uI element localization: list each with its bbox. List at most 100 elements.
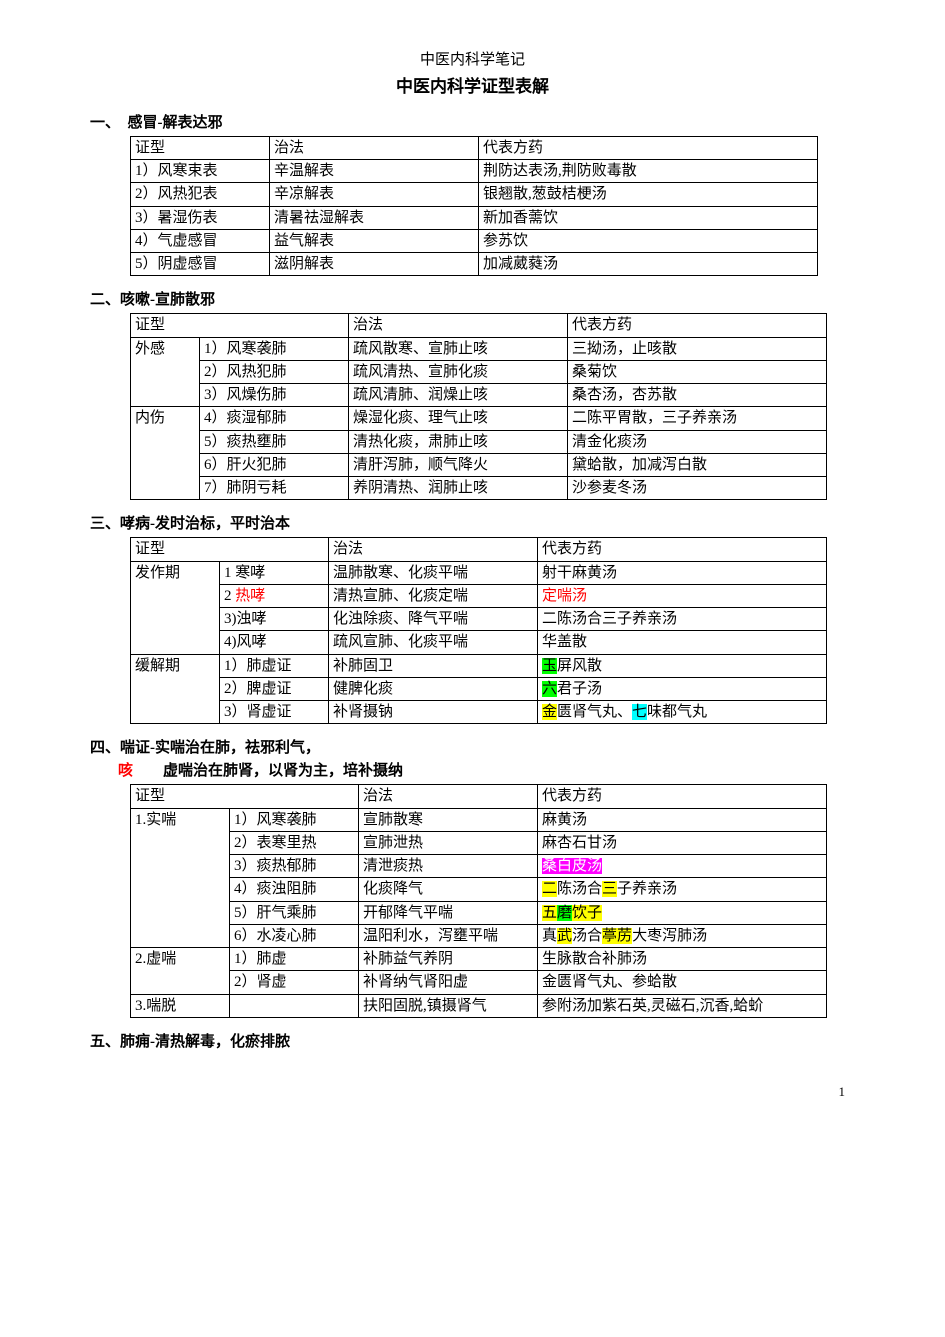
cell: 扶阳固脱,镇摄肾气 bbox=[359, 994, 538, 1017]
cell: 金匮肾气丸、七味都气丸 bbox=[538, 701, 827, 724]
cell: 补肺固卫 bbox=[329, 654, 538, 677]
cell: 补肾摄钠 bbox=[329, 701, 538, 724]
cell: 2）风热犯表 bbox=[131, 183, 270, 206]
cell: 银翘散,葱鼓桔梗汤 bbox=[479, 183, 818, 206]
cell: 生脉散合补肺汤 bbox=[538, 948, 827, 971]
cell: 新加香薷饮 bbox=[479, 206, 818, 229]
cell: 缓解期 bbox=[131, 654, 220, 724]
cell: 治法 bbox=[329, 538, 538, 561]
cell: 1）风寒袭肺 bbox=[200, 337, 349, 360]
cell: 内伤 bbox=[131, 407, 200, 500]
table-3: 证型治法代表方药发作期1 寒哮温肺散寒、化痰平喘射干麻黄汤2 热哮清热宣肺、化痰… bbox=[130, 537, 827, 724]
cell: 3)浊哮 bbox=[220, 608, 329, 631]
cell: 2）表寒里热 bbox=[230, 831, 359, 854]
cell: 4）痰浊阻肺 bbox=[230, 878, 359, 901]
sec4-rest: 虚喘治在肺肾，以肾为主，培补摄纳 bbox=[133, 763, 403, 779]
cell: 清暑祛湿解表 bbox=[270, 206, 479, 229]
cell: 疏风散寒、宣肺止咳 bbox=[349, 337, 568, 360]
cell: 代表方药 bbox=[479, 136, 818, 159]
cell: 6）肝火犯肺 bbox=[200, 453, 349, 476]
cell: 5）痰热壅肺 bbox=[200, 430, 349, 453]
cell: 清金化痰汤 bbox=[568, 430, 827, 453]
cell: 加减葳蕤汤 bbox=[479, 253, 818, 276]
cell: 3）肾虚证 bbox=[220, 701, 329, 724]
sec4-title1: 四、喘证-实喘治在肺，祛邪利气， bbox=[90, 738, 855, 759]
cell: 养阴清热、润肺止咳 bbox=[349, 477, 568, 500]
cell: 1）肺虚证 bbox=[220, 654, 329, 677]
cell: 桑杏汤，杏苏散 bbox=[568, 384, 827, 407]
cell: 定喘汤 bbox=[538, 584, 827, 607]
cell: 金匮肾气丸、参蛤散 bbox=[538, 971, 827, 994]
cell: 补肺益气养阴 bbox=[359, 948, 538, 971]
cell: 开郁降气平喘 bbox=[359, 901, 538, 924]
cell: 桑白皮汤 bbox=[538, 855, 827, 878]
cell: 清肝泻肺，顺气降火 bbox=[349, 453, 568, 476]
cell: 参附汤加紫石英,灵磁石,沉香,蛤蚧 bbox=[538, 994, 827, 1017]
cell: 7）肺阴亏耗 bbox=[200, 477, 349, 500]
cell: 燥湿化痰、理气止咳 bbox=[349, 407, 568, 430]
cell: 2）肾虚 bbox=[230, 971, 359, 994]
cell: 2.虚喘 bbox=[131, 948, 230, 995]
cell: 射干麻黄汤 bbox=[538, 561, 827, 584]
cell: 温阳利水，泻壅平喘 bbox=[359, 924, 538, 947]
cell: 麻黄汤 bbox=[538, 808, 827, 831]
cell: 宣肺泄热 bbox=[359, 831, 538, 854]
table-4: 证型治法代表方药1.实喘1）风寒袭肺宣肺散寒麻黄汤2）表寒里热宣肺泄热麻杏石甘汤… bbox=[130, 784, 827, 1018]
cell: 治法 bbox=[359, 785, 538, 808]
cell: 发作期 bbox=[131, 561, 220, 654]
cell: 1 寒哮 bbox=[220, 561, 329, 584]
cell: 3.喘脱 bbox=[131, 994, 230, 1017]
cell: 1）风寒袭肺 bbox=[230, 808, 359, 831]
cell: 华盖散 bbox=[538, 631, 827, 654]
cell: 2）风热犯肺 bbox=[200, 360, 349, 383]
cell: 六君子汤 bbox=[538, 677, 827, 700]
cell: 黛蛤散，加减泻白散 bbox=[568, 453, 827, 476]
cell: 2 热哮 bbox=[220, 584, 329, 607]
cell: 6）水凌心肺 bbox=[230, 924, 359, 947]
cell: 滋阴解表 bbox=[270, 253, 479, 276]
cell: 外感 bbox=[131, 337, 200, 407]
cell: 二陈汤合三子养亲汤 bbox=[538, 878, 827, 901]
table-2: 证型治法代表方药外感1）风寒袭肺疏风散寒、宣肺止咳三拗汤，止咳散2）风热犯肺疏风… bbox=[130, 313, 827, 500]
cell: 荆防达表汤,荆防败毒散 bbox=[479, 160, 818, 183]
cell: 宣肺散寒 bbox=[359, 808, 538, 831]
cell: 三拗汤，止咳散 bbox=[568, 337, 827, 360]
cell: 清泄痰热 bbox=[359, 855, 538, 878]
table-1: 证型治法代表方药1）风寒束表辛温解表荆防达表汤,荆防败毒散2）风热犯表辛凉解表银… bbox=[130, 136, 818, 277]
cell: 代表方药 bbox=[568, 314, 827, 337]
cell: 玉屏风散 bbox=[538, 654, 827, 677]
sec1-title: 一、 感冒-解表达邪 bbox=[90, 113, 855, 134]
sec2-title: 二、咳嗽-宣肺散邪 bbox=[90, 290, 855, 311]
cell: 代表方药 bbox=[538, 538, 827, 561]
header-bold: 中医内科学证型表解 bbox=[90, 75, 855, 99]
cell: 补肾纳气肾阳虚 bbox=[359, 971, 538, 994]
cell: 化痰降气 bbox=[359, 878, 538, 901]
cell: 5）肝气乘肺 bbox=[230, 901, 359, 924]
cell bbox=[230, 994, 359, 1017]
cell: 3）痰热郁肺 bbox=[230, 855, 359, 878]
cell: 真武汤合葶苈大枣泻肺汤 bbox=[538, 924, 827, 947]
cell: 证型 bbox=[131, 314, 349, 337]
cell: 证型 bbox=[131, 136, 270, 159]
cell: 5）阴虚感冒 bbox=[131, 253, 270, 276]
cell: 健脾化痰 bbox=[329, 677, 538, 700]
cell: 清热宣肺、化痰定喘 bbox=[329, 584, 538, 607]
cell: 二陈平胃散，三子养亲汤 bbox=[568, 407, 827, 430]
sec5-title: 五、肺痈-清热解毒，化瘀排脓 bbox=[90, 1032, 855, 1053]
cell: 辛温解表 bbox=[270, 160, 479, 183]
cell: 治法 bbox=[270, 136, 479, 159]
cell: 疏风清热、宣肺化痰 bbox=[349, 360, 568, 383]
cell: 疏风清肺、润燥止咳 bbox=[349, 384, 568, 407]
sec3-title: 三、哮病-发时治标，平时治本 bbox=[90, 514, 855, 535]
cell: 参苏饮 bbox=[479, 229, 818, 252]
cell: 4）气虚感冒 bbox=[131, 229, 270, 252]
cell: 2）脾虚证 bbox=[220, 677, 329, 700]
cell: 清热化痰，肃肺止咳 bbox=[349, 430, 568, 453]
cell: 证型 bbox=[131, 785, 359, 808]
cell: 3）暑湿伤表 bbox=[131, 206, 270, 229]
cell: 3）风燥伤肺 bbox=[200, 384, 349, 407]
cell: 麻杏石甘汤 bbox=[538, 831, 827, 854]
cell: 1.实喘 bbox=[131, 808, 230, 948]
cell: 1）肺虚 bbox=[230, 948, 359, 971]
cell: 益气解表 bbox=[270, 229, 479, 252]
